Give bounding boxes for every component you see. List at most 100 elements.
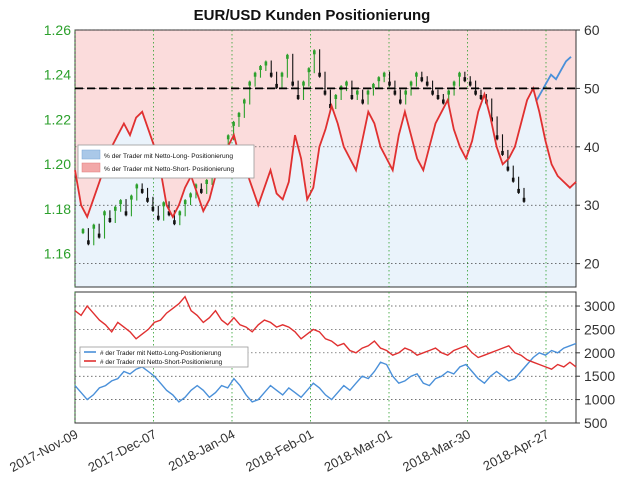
price-candle-body xyxy=(296,95,300,99)
price-candle-body xyxy=(458,72,461,77)
price-candle-body xyxy=(431,90,434,95)
price-candle-body xyxy=(178,211,182,216)
price-candle-body xyxy=(157,215,160,220)
price-candle-body xyxy=(388,81,391,86)
price-candle-body xyxy=(264,61,268,66)
top-legend-box xyxy=(77,144,255,179)
price-candle-body xyxy=(393,90,397,95)
price-candle-body xyxy=(194,184,198,189)
price-forecast-line xyxy=(535,56,572,102)
x-axis-tick-label: 2017-Dec-07 xyxy=(86,426,159,475)
right-axis-tick-label: 50 xyxy=(584,80,600,96)
price-candle-body xyxy=(140,188,144,193)
price-candle-body xyxy=(232,121,235,126)
price-candle-body xyxy=(275,83,278,88)
price-candle-body xyxy=(302,81,305,86)
legend-long-swatch xyxy=(81,149,101,160)
price-candle-body xyxy=(237,112,241,117)
left-axis-tick-label: 1.22 xyxy=(44,111,71,127)
price-candle-body xyxy=(382,72,386,77)
price-candle-body xyxy=(286,54,289,59)
bottom-right-tick-label: 500 xyxy=(584,415,608,431)
x-axis-tick-label: 2018-Mar-30 xyxy=(400,426,473,474)
legend-long-count-label: # der Trader mit Netto-Long-Positionieru… xyxy=(100,350,222,357)
x-axis-tick-label: 2018-Jan-04 xyxy=(166,426,237,474)
x-axis-tick-label: 2018-Mar-01 xyxy=(322,426,395,474)
price-candle-body xyxy=(474,90,477,95)
price-candle-body xyxy=(259,66,262,70)
price-candle-body xyxy=(280,72,284,77)
price-candle-body xyxy=(146,197,149,202)
price-candle-body xyxy=(313,50,316,55)
legend-short-label: % der Trader mit Netto-Short- Positionie… xyxy=(104,166,234,173)
price-candle-body xyxy=(420,77,424,82)
price-candle-body xyxy=(167,211,171,216)
price-candle-body xyxy=(356,90,359,95)
left-axis-tick-label: 1.24 xyxy=(44,67,71,83)
price-candle-body xyxy=(350,95,354,99)
price-candle-body xyxy=(501,150,504,155)
price-candle-body xyxy=(124,211,128,216)
right-axis-tick-label: 60 xyxy=(584,22,600,38)
price-candle-body xyxy=(366,90,370,95)
price-candle-body xyxy=(162,202,165,207)
price-candle-body xyxy=(87,240,90,245)
chart-title: EUR/USD Kunden Positionierung xyxy=(194,7,431,24)
price-candle-body xyxy=(189,193,192,198)
price-candle-body xyxy=(173,220,176,225)
price-candle-body xyxy=(345,81,348,86)
bottom-legend-box xyxy=(79,346,249,368)
price-candle-body xyxy=(130,195,133,200)
price-candle-body xyxy=(81,229,85,234)
price-candle-body xyxy=(377,77,381,82)
price-candle-body xyxy=(243,99,246,104)
price-candle-body xyxy=(103,211,106,216)
right-axis-tick-label: 20 xyxy=(584,256,600,272)
price-candle-body xyxy=(495,135,499,140)
price-candle-body xyxy=(253,72,257,77)
price-candle-body xyxy=(135,184,139,189)
price-candle-body xyxy=(479,95,483,99)
price-candle-body xyxy=(269,72,273,77)
price-candle-body xyxy=(226,135,230,140)
price-candle-body xyxy=(415,72,418,77)
left-axis-tick-label: 1.16 xyxy=(44,246,71,262)
price-candle-body xyxy=(307,68,311,73)
price-candle-body xyxy=(404,90,407,95)
price-candle-body xyxy=(114,206,117,211)
left-axis-tick-label: 1.26 xyxy=(44,22,71,38)
x-axis-tick-label: 2017-Nov-09 xyxy=(7,426,80,475)
price-candle-body xyxy=(119,200,122,205)
price-candle-body xyxy=(452,81,456,86)
bottom-right-tick-label: 3000 xyxy=(584,298,615,314)
bottom-right-tick-label: 2500 xyxy=(584,321,615,337)
price-candle-body xyxy=(334,95,338,99)
price-candle-body xyxy=(447,90,450,95)
x-axis-tick-label: 2018-Apr-27 xyxy=(481,426,552,473)
bottom-legend: # der Trader mit Netto-Long-Positionieru… xyxy=(79,346,249,368)
left-axis-tick-label: 1.18 xyxy=(44,201,71,217)
x-axis: 2017-Nov-09 2017-Dec-07 2018-Jan-04 2018-Fe… xyxy=(7,426,551,475)
price-candle-body xyxy=(97,233,101,238)
price-candle-body xyxy=(399,99,402,104)
price-candle-body xyxy=(183,200,187,205)
price-candle-body xyxy=(361,99,364,104)
short-count-line xyxy=(74,295,577,370)
price-candle-body xyxy=(108,218,112,222)
right-axis-tick-label: 40 xyxy=(584,139,600,155)
legend-long-label: % der Trader mit Netto-Long- Positionier… xyxy=(104,153,233,160)
price-candle-body xyxy=(151,206,155,211)
legend-short-swatch xyxy=(81,162,101,173)
price-candle-body xyxy=(436,95,440,99)
price-candle-body xyxy=(425,81,429,86)
bottom-right-tick-label: 1500 xyxy=(584,368,615,384)
right-axis-tick-label: 30 xyxy=(584,197,600,213)
price-candle-body xyxy=(511,177,515,182)
price-candle-body xyxy=(506,166,510,171)
top-legend: % der Trader mit Netto-Long- Positionier… xyxy=(77,144,255,179)
price-candle-body xyxy=(463,77,467,82)
long-percent-area xyxy=(75,88,576,288)
price-candle-body xyxy=(329,104,332,108)
